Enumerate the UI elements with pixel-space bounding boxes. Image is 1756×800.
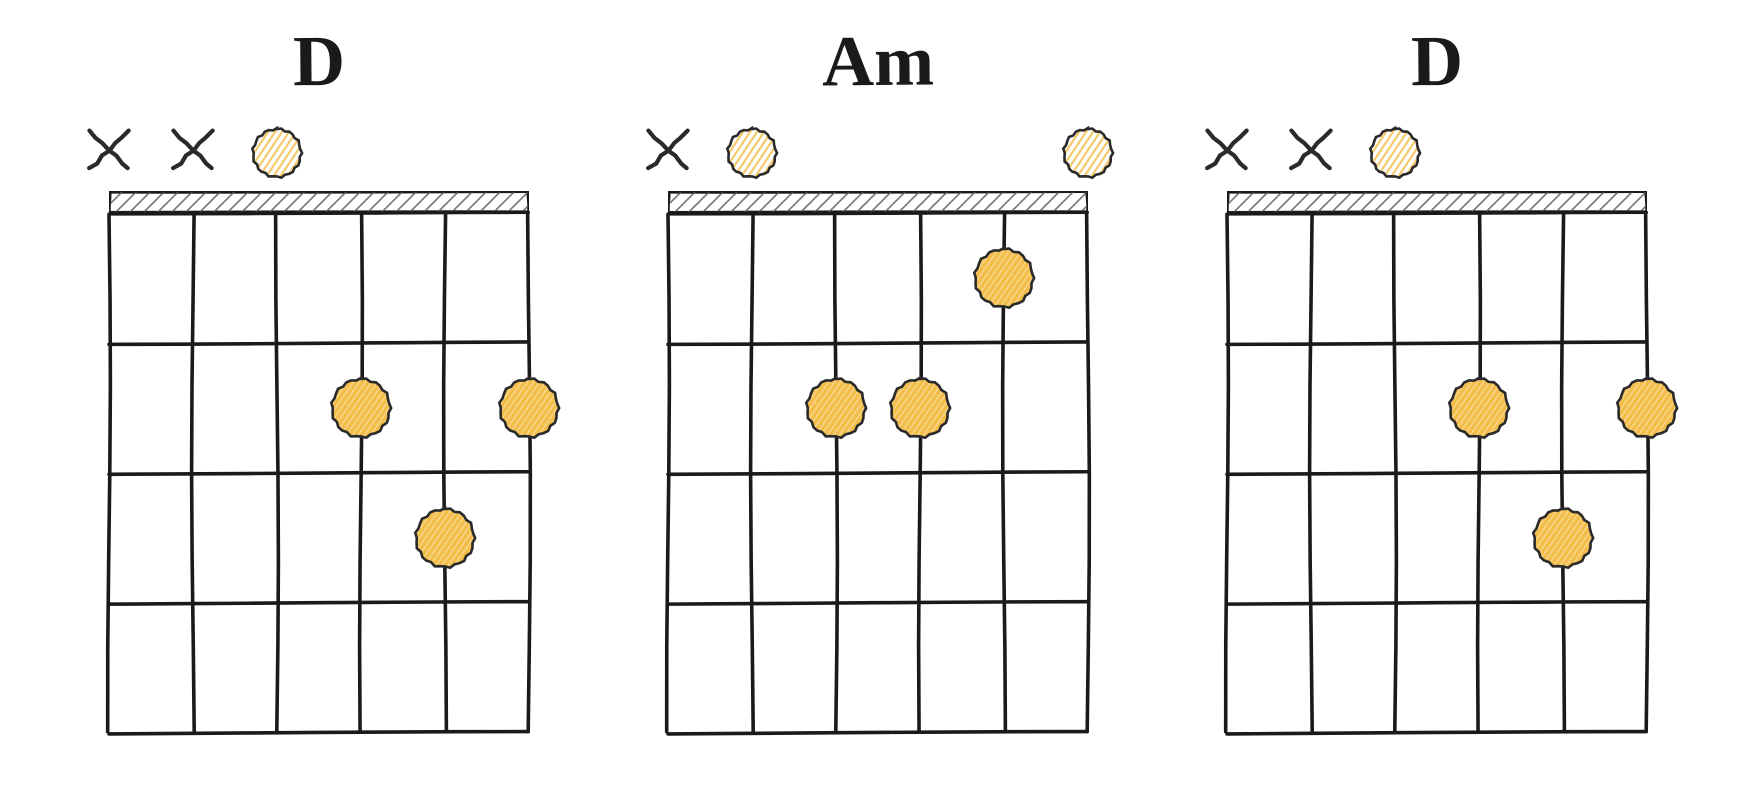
nut (109, 191, 529, 213)
string-markers-row (1227, 123, 1647, 185)
fret-grid (1227, 213, 1647, 733)
muted-string-marker (166, 123, 220, 177)
fret-grid (668, 213, 1088, 733)
open-string-marker (1368, 123, 1422, 183)
chord-name: D (1410, 20, 1463, 103)
chord-name: D (293, 20, 346, 103)
open-string-marker (725, 123, 779, 183)
chord-diagram: D (79, 20, 559, 733)
open-string-marker (250, 123, 304, 183)
finger-dot (888, 376, 952, 440)
finger-dot (1615, 376, 1679, 440)
finger-dot (329, 376, 393, 440)
finger-dot (972, 246, 1036, 310)
fret-grid (109, 213, 529, 733)
finger-dot (804, 376, 868, 440)
nut (1227, 191, 1647, 213)
string-markers-row (109, 123, 529, 185)
muted-string-marker (82, 123, 136, 177)
finger-dot (1531, 506, 1595, 570)
muted-string-marker (641, 123, 695, 177)
fretboard (668, 191, 1088, 733)
finger-dot (1447, 376, 1511, 440)
nut (668, 191, 1088, 213)
finger-dot (497, 376, 561, 440)
fretboard (109, 191, 529, 733)
string-markers-row (668, 123, 1088, 185)
muted-string-marker (1284, 123, 1338, 177)
chord-name: Am (822, 20, 935, 104)
chord-diagram: Am (638, 20, 1118, 733)
finger-dot (413, 506, 477, 570)
muted-string-marker (1200, 123, 1254, 177)
fretboard (1227, 191, 1647, 733)
chord-diagram: D (1197, 20, 1677, 733)
open-string-marker (1061, 123, 1115, 183)
